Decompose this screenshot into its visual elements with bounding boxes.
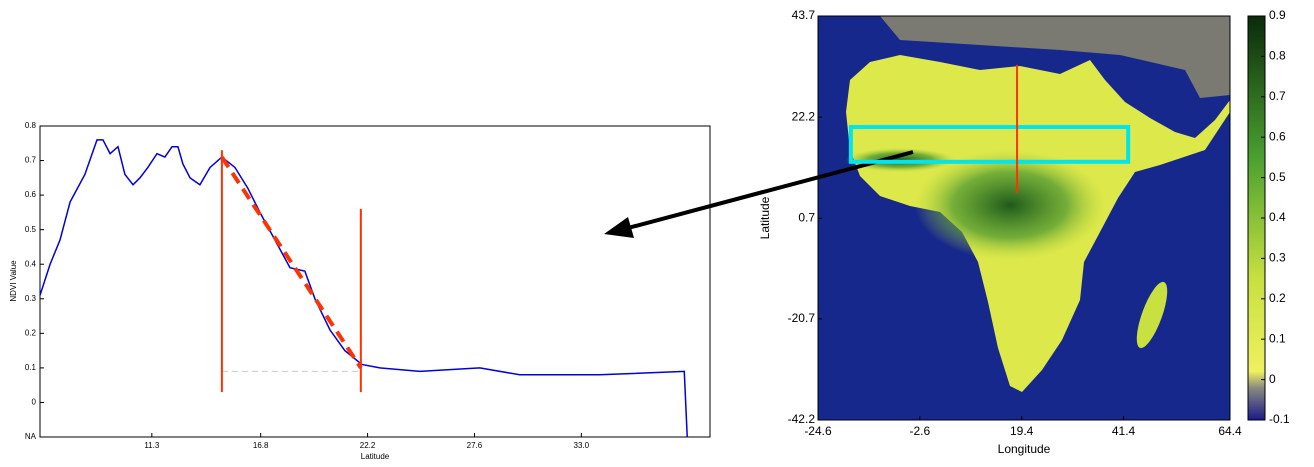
x-tick-label: 11.3 [144,441,160,450]
y-tick-label: -42.2 [788,412,816,426]
y-tick-label: 0 [32,398,37,407]
map-image [818,16,1230,420]
colorbar-tick-label: 0.3 [1269,251,1286,265]
arrow [627,150,914,230]
colorbar-tick-label: 0.7 [1269,89,1286,103]
y-tick-label: 0.5 [25,225,37,234]
study-box [848,124,1131,164]
y-tick-label: NA [25,432,37,441]
x-tick-label: 27.6 [467,441,483,450]
x-tick-label: 41.4 [1112,424,1136,438]
x-tick-label: 64.4 [1218,424,1242,438]
plot-frame [39,125,711,438]
colorbar-tick-label: 0.1 [1269,331,1286,345]
colorbar-tick-label: 0.4 [1269,210,1286,224]
map-y-axis-label: Latitude [758,196,772,239]
map-x-axis-label: Longitude [998,442,1051,456]
y-tick-label: -20.7 [788,311,816,325]
x-tick-label: 22.2 [360,441,376,450]
colorbar-tick-label: 0.5 [1269,170,1286,184]
colorbar-tick-label: 0.9 [1269,8,1286,22]
y-tick-label: 0.3 [25,294,37,303]
colorbar-tick-label: -0.1 [1269,412,1290,426]
x-tick-label: -2.6 [909,424,930,438]
y-tick-label: 22.2 [792,109,816,123]
y-tick-label: 0.1 [25,363,37,372]
x-tick-label: 33.0 [574,441,590,450]
x-tick-label: -24.6 [804,424,832,438]
colorbar-tick-label: 0.8 [1269,49,1286,63]
y-axis-label: NDVI Value [9,260,18,302]
y-tick-label: 0.8 [25,121,37,130]
y-tick-label: 43.7 [792,8,816,22]
x-axis-label: Latitude [361,452,390,461]
y-tick-label: 0.7 [25,156,37,165]
y-tick-label: 0.7 [798,210,815,224]
y-tick-label: 0.2 [25,328,37,337]
colorbar-tick-label: 0.2 [1269,291,1286,305]
ndvi-line [39,139,688,438]
trend-line [220,155,363,369]
colorbar-tick-label: 0.6 [1269,129,1286,143]
x-tick-label: 16.8 [253,441,269,450]
y-tick-label: 0.6 [25,190,37,199]
colorbar-tick-label: 0 [1269,372,1276,386]
arrow-head [604,217,634,238]
x-tick-label: 19.4 [1010,424,1034,438]
y-tick-label: 0.4 [25,259,37,268]
